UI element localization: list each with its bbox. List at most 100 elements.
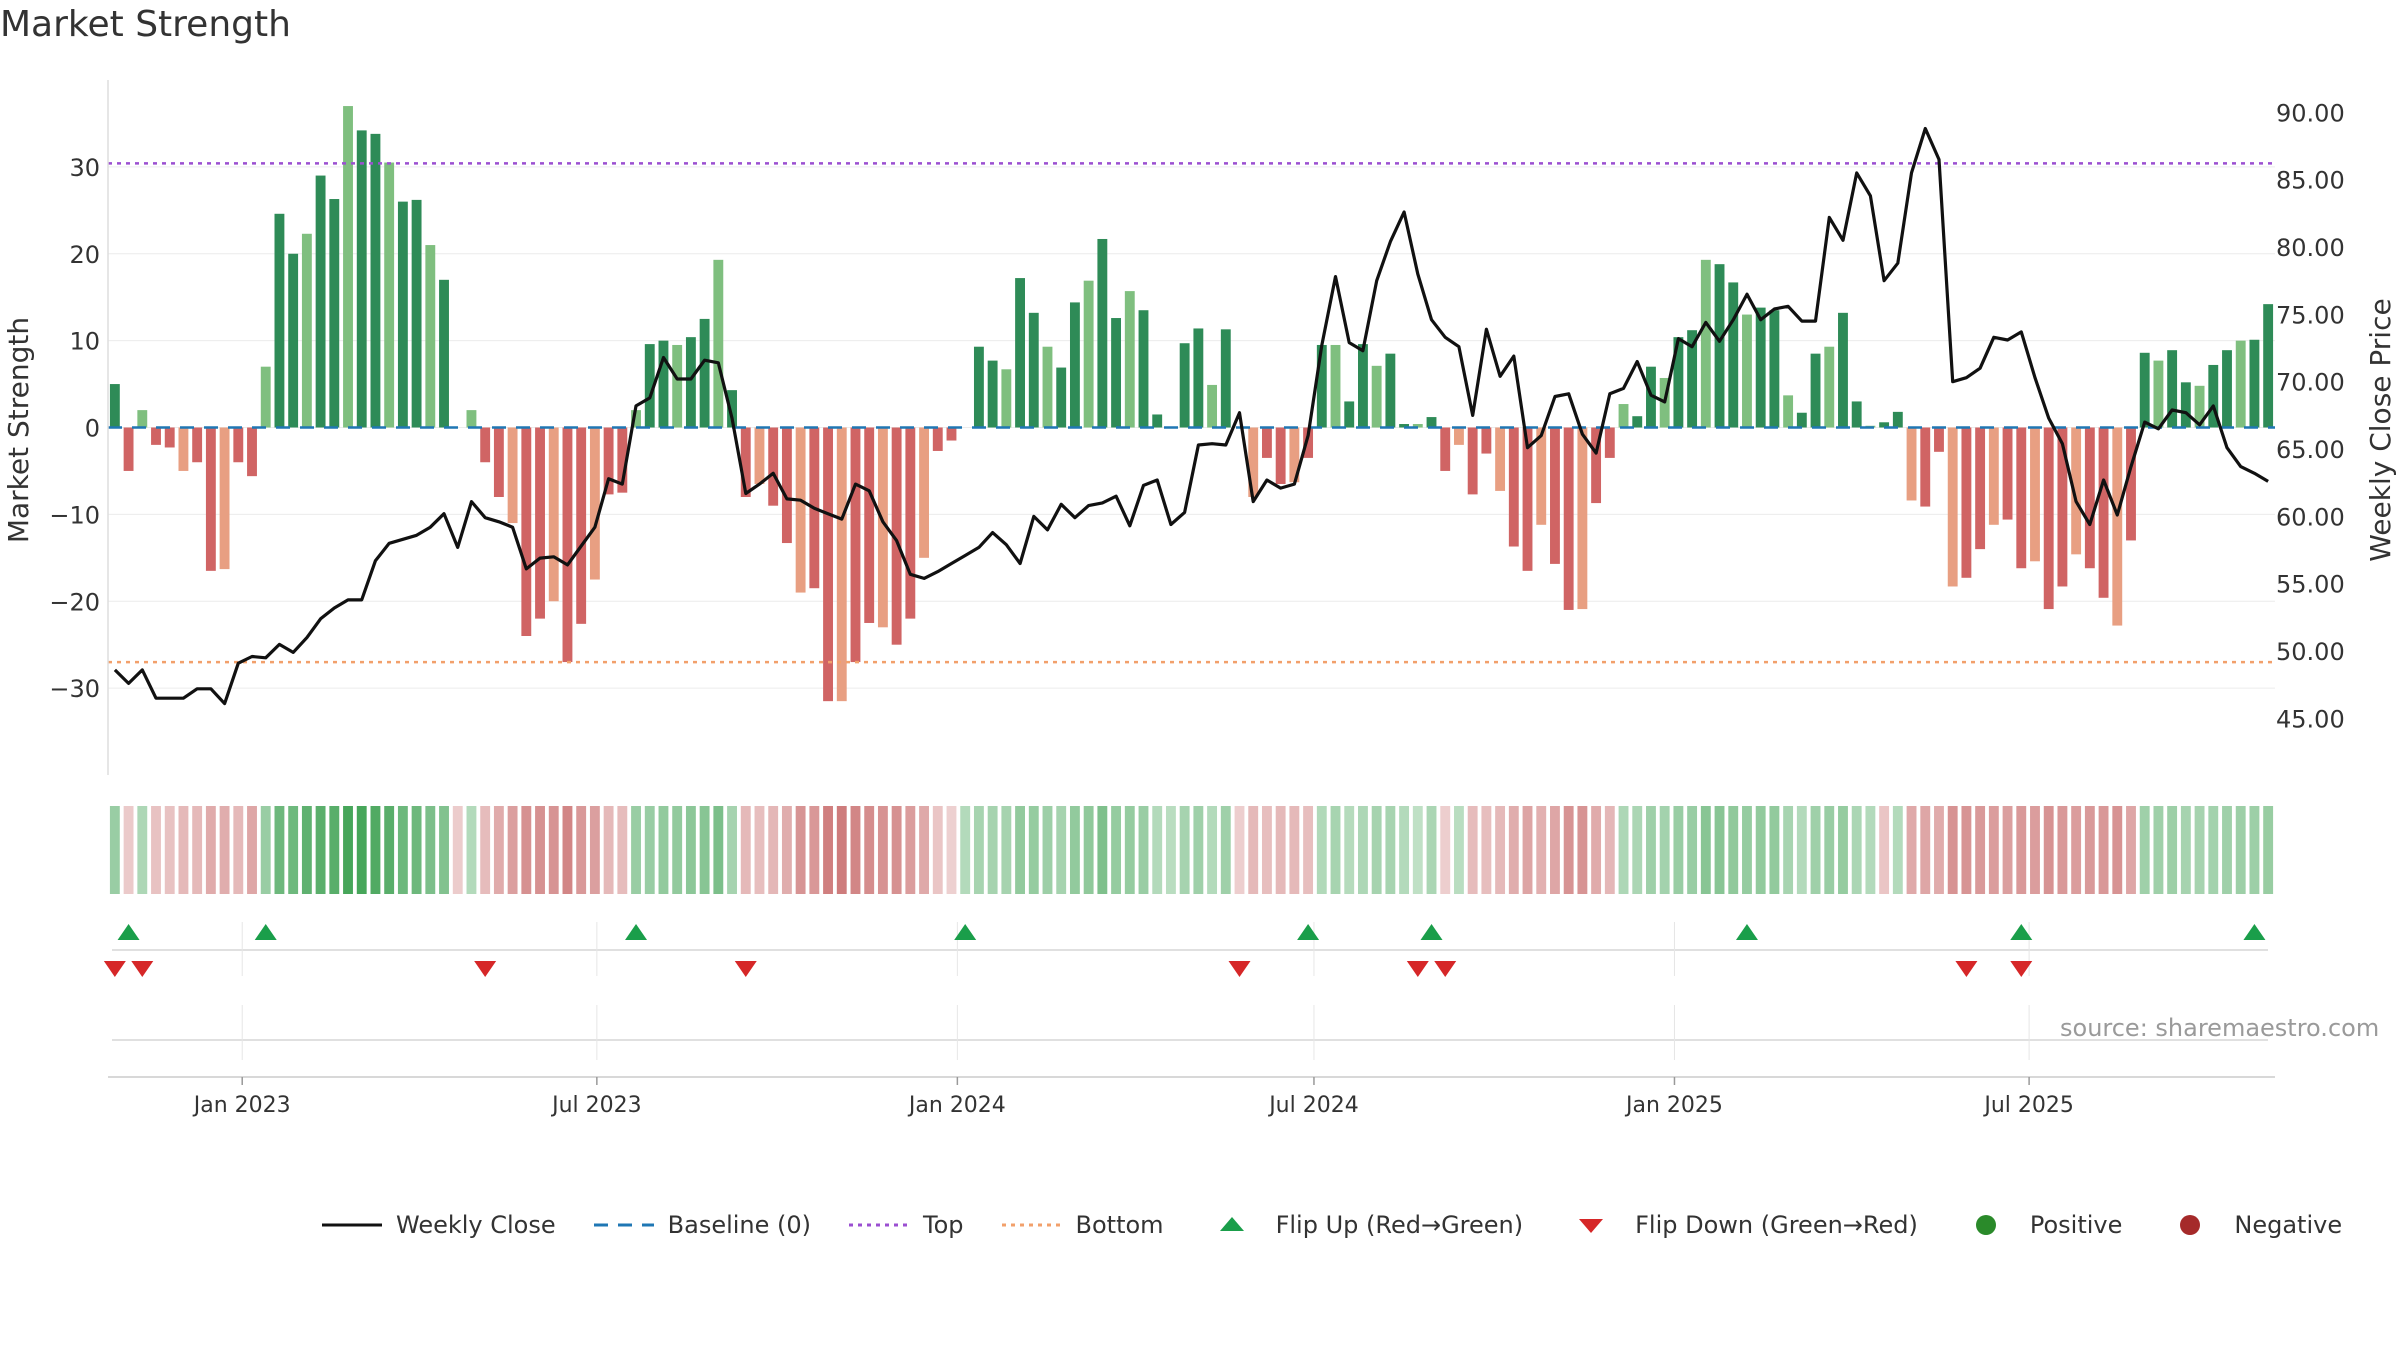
strength-bar — [1810, 353, 1821, 428]
regime-band-cell — [2208, 806, 2219, 894]
regime-band-cell — [1083, 806, 1094, 894]
regime-band-cell — [768, 806, 779, 894]
strength-bar — [397, 201, 408, 428]
regime-band-cell — [1248, 806, 1259, 894]
regime-band-cell — [2030, 806, 2040, 894]
line-dashed-icon — [593, 1223, 654, 1227]
regime-band-cell — [466, 806, 477, 894]
strength-bar — [1193, 328, 1204, 428]
regime-band-cell — [727, 806, 737, 894]
regime-band-cell — [919, 806, 929, 894]
regime-band-cell — [2180, 806, 2191, 894]
strength-bar — [1220, 329, 1231, 428]
regime-band-cell — [2235, 806, 2246, 894]
regime-band-cell — [1467, 806, 1478, 894]
strength-bar — [1371, 365, 1382, 428]
strength-bar — [2235, 340, 2246, 428]
regime-band-cell — [1028, 806, 1039, 894]
strength-bar — [2180, 382, 2191, 428]
strength-bar — [1591, 427, 1602, 504]
strength-bar — [932, 427, 943, 451]
regime-band-cell — [1865, 806, 1876, 894]
strength-bar — [576, 427, 587, 624]
y-right-tick-label: 55.00 — [2276, 571, 2345, 599]
legend-label: Bottom — [1075, 1211, 1164, 1239]
strength-bar — [589, 427, 600, 580]
regime-band-cell — [864, 806, 875, 894]
strength-bar — [480, 427, 491, 463]
strength-bar — [1728, 282, 1739, 428]
regime-band-cell — [2126, 806, 2136, 894]
regime-band-cell — [781, 806, 792, 894]
strength-bar — [274, 213, 285, 428]
strength-bar — [781, 427, 792, 544]
strength-bar — [1412, 424, 1423, 428]
strength-bar — [644, 344, 655, 428]
strength-bar — [877, 427, 888, 628]
strength-bar — [2167, 350, 2178, 428]
regime-band-cell — [1563, 806, 1574, 894]
strength-bar — [973, 346, 984, 428]
regime-band-cell — [1810, 806, 1821, 894]
regime-band-cell — [1851, 806, 1862, 894]
regime-band-cell — [2263, 806, 2274, 894]
regime-band-cell — [1591, 806, 1602, 894]
regime-band-cell — [891, 806, 902, 894]
regime-band-cell — [2222, 806, 2232, 894]
strength-bar — [288, 253, 299, 428]
regime-band-cell — [480, 806, 491, 894]
strength-bar — [329, 199, 340, 428]
strength-bar — [2139, 352, 2150, 428]
y-axis-label: Market Strength — [2, 317, 35, 543]
x-tick-label: Jan 2024 — [907, 1093, 1006, 1118]
strength-bar — [1495, 427, 1506, 491]
strength-bar — [1646, 366, 1656, 428]
flip-down-marker — [1955, 961, 1978, 977]
regime-band-cell — [1659, 806, 1670, 894]
regime-band-cell — [809, 806, 820, 894]
regime-band-cell — [1618, 806, 1629, 894]
regime-band-cell — [1193, 806, 1204, 894]
flip-down-marker — [1228, 961, 1251, 977]
regime-band-cell — [2153, 806, 2164, 894]
strength-bar — [754, 427, 765, 484]
legend-item: Top — [847, 1211, 964, 1239]
strength-bar — [1138, 310, 1149, 428]
x-tick-label: Jul 2025 — [1982, 1093, 2074, 1118]
strength-bar — [2194, 385, 2205, 428]
strength-bar — [1892, 411, 1903, 428]
regime-band-cell — [1111, 806, 1122, 894]
strength-bar — [1851, 401, 1862, 428]
legend-label: Baseline (0) — [667, 1211, 812, 1239]
regime-band-cell — [1454, 806, 1464, 894]
regime-band-cell — [932, 806, 943, 894]
strength-bar — [301, 233, 312, 428]
regime-band-cell — [973, 806, 984, 894]
regime-band-cell — [439, 806, 449, 894]
strength-bar — [439, 279, 449, 428]
y-tick-label: 20 — [69, 241, 100, 269]
regime-band-cell — [411, 806, 422, 894]
regime-band-cell — [1289, 806, 1300, 894]
regime-band-cell — [1796, 806, 1807, 894]
regime-band-cell — [1632, 806, 1643, 894]
dot-red-icon — [2180, 1215, 2201, 1235]
strength-bar — [946, 427, 957, 441]
strength-bar — [2112, 427, 2123, 626]
regime-band-cell — [987, 806, 998, 894]
strength-bar — [1207, 384, 1218, 428]
regime-band-cell — [1152, 806, 1163, 894]
strength-bar — [1536, 427, 1547, 525]
strength-bar — [1179, 343, 1190, 428]
strength-bar — [562, 427, 573, 663]
regime-band-cell — [1714, 806, 1725, 894]
flip-down-marker — [2010, 961, 2033, 977]
regime-band-cell — [397, 806, 408, 894]
strength-bar — [1838, 312, 1848, 428]
strength-bar — [535, 427, 545, 619]
regime-band-cell — [2098, 806, 2109, 894]
regime-band-cell — [1988, 806, 1999, 894]
regime-band-cell — [1755, 806, 1766, 894]
y-right-tick-label: 45.00 — [2276, 705, 2345, 733]
